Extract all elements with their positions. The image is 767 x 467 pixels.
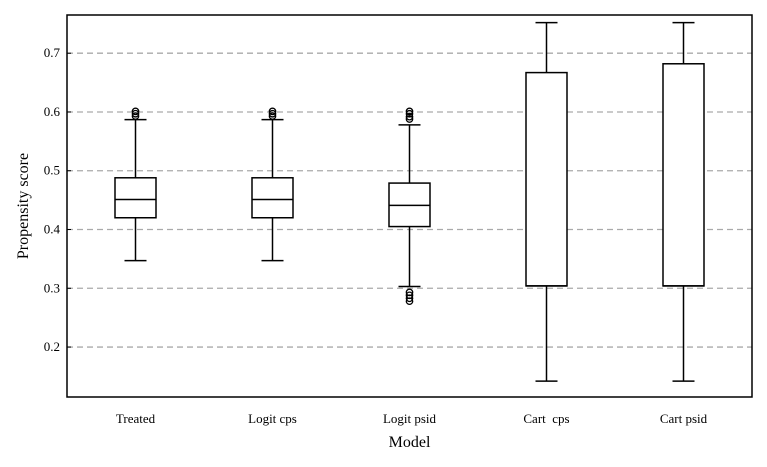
iqr-box bbox=[114, 177, 157, 219]
x-tick-label: Cart cps bbox=[523, 411, 569, 426]
outlier-point bbox=[131, 109, 140, 118]
boxes bbox=[114, 21, 705, 382]
plot-frame bbox=[66, 14, 753, 398]
iqr-box bbox=[662, 63, 705, 287]
x-axis-ticks: Treated Logit cps Logit psid Cart cps Cart p… bbox=[116, 411, 708, 426]
x-tick-label: Cart psid bbox=[660, 411, 708, 426]
x-axis-label: Model bbox=[389, 434, 431, 451]
outlier-point bbox=[405, 291, 414, 300]
outlier-point bbox=[268, 112, 277, 120]
y-tick-label: 0.4 bbox=[44, 222, 61, 237]
box-cart-psid bbox=[662, 21, 705, 382]
y-tick-label: 0.6 bbox=[44, 104, 61, 119]
outlier-point bbox=[405, 112, 414, 121]
iqr-box bbox=[251, 177, 294, 219]
y-axis-label: Propensity score bbox=[15, 153, 32, 259]
y-tick-label: 0.3 bbox=[44, 280, 60, 295]
iqr-box bbox=[525, 71, 568, 287]
y-tick-label: 0.7 bbox=[44, 45, 61, 60]
outlier-point bbox=[405, 288, 414, 297]
box-logit-psid bbox=[388, 107, 431, 306]
box-cart-cps bbox=[525, 21, 568, 382]
box-treated bbox=[114, 107, 157, 262]
y-tick-label: 0.2 bbox=[44, 339, 60, 354]
outlier-point bbox=[131, 107, 140, 116]
y-tick-label: 0.5 bbox=[44, 163, 60, 178]
x-tick-label: Treated bbox=[116, 411, 156, 426]
y-axis-ticks: 0.2 0.3 0.4 0.5 0.6 0.7 bbox=[44, 45, 71, 354]
x-tick-label: Logit cps bbox=[248, 411, 297, 426]
outlier-point bbox=[405, 109, 414, 118]
outlier-point bbox=[268, 107, 277, 116]
outlier-point bbox=[131, 112, 140, 120]
x-tick-label: Logit psid bbox=[383, 411, 437, 426]
box-logit-cps bbox=[251, 107, 294, 262]
outlier-point bbox=[405, 107, 414, 116]
outlier-point bbox=[268, 109, 277, 118]
outlier-point bbox=[405, 115, 414, 123]
